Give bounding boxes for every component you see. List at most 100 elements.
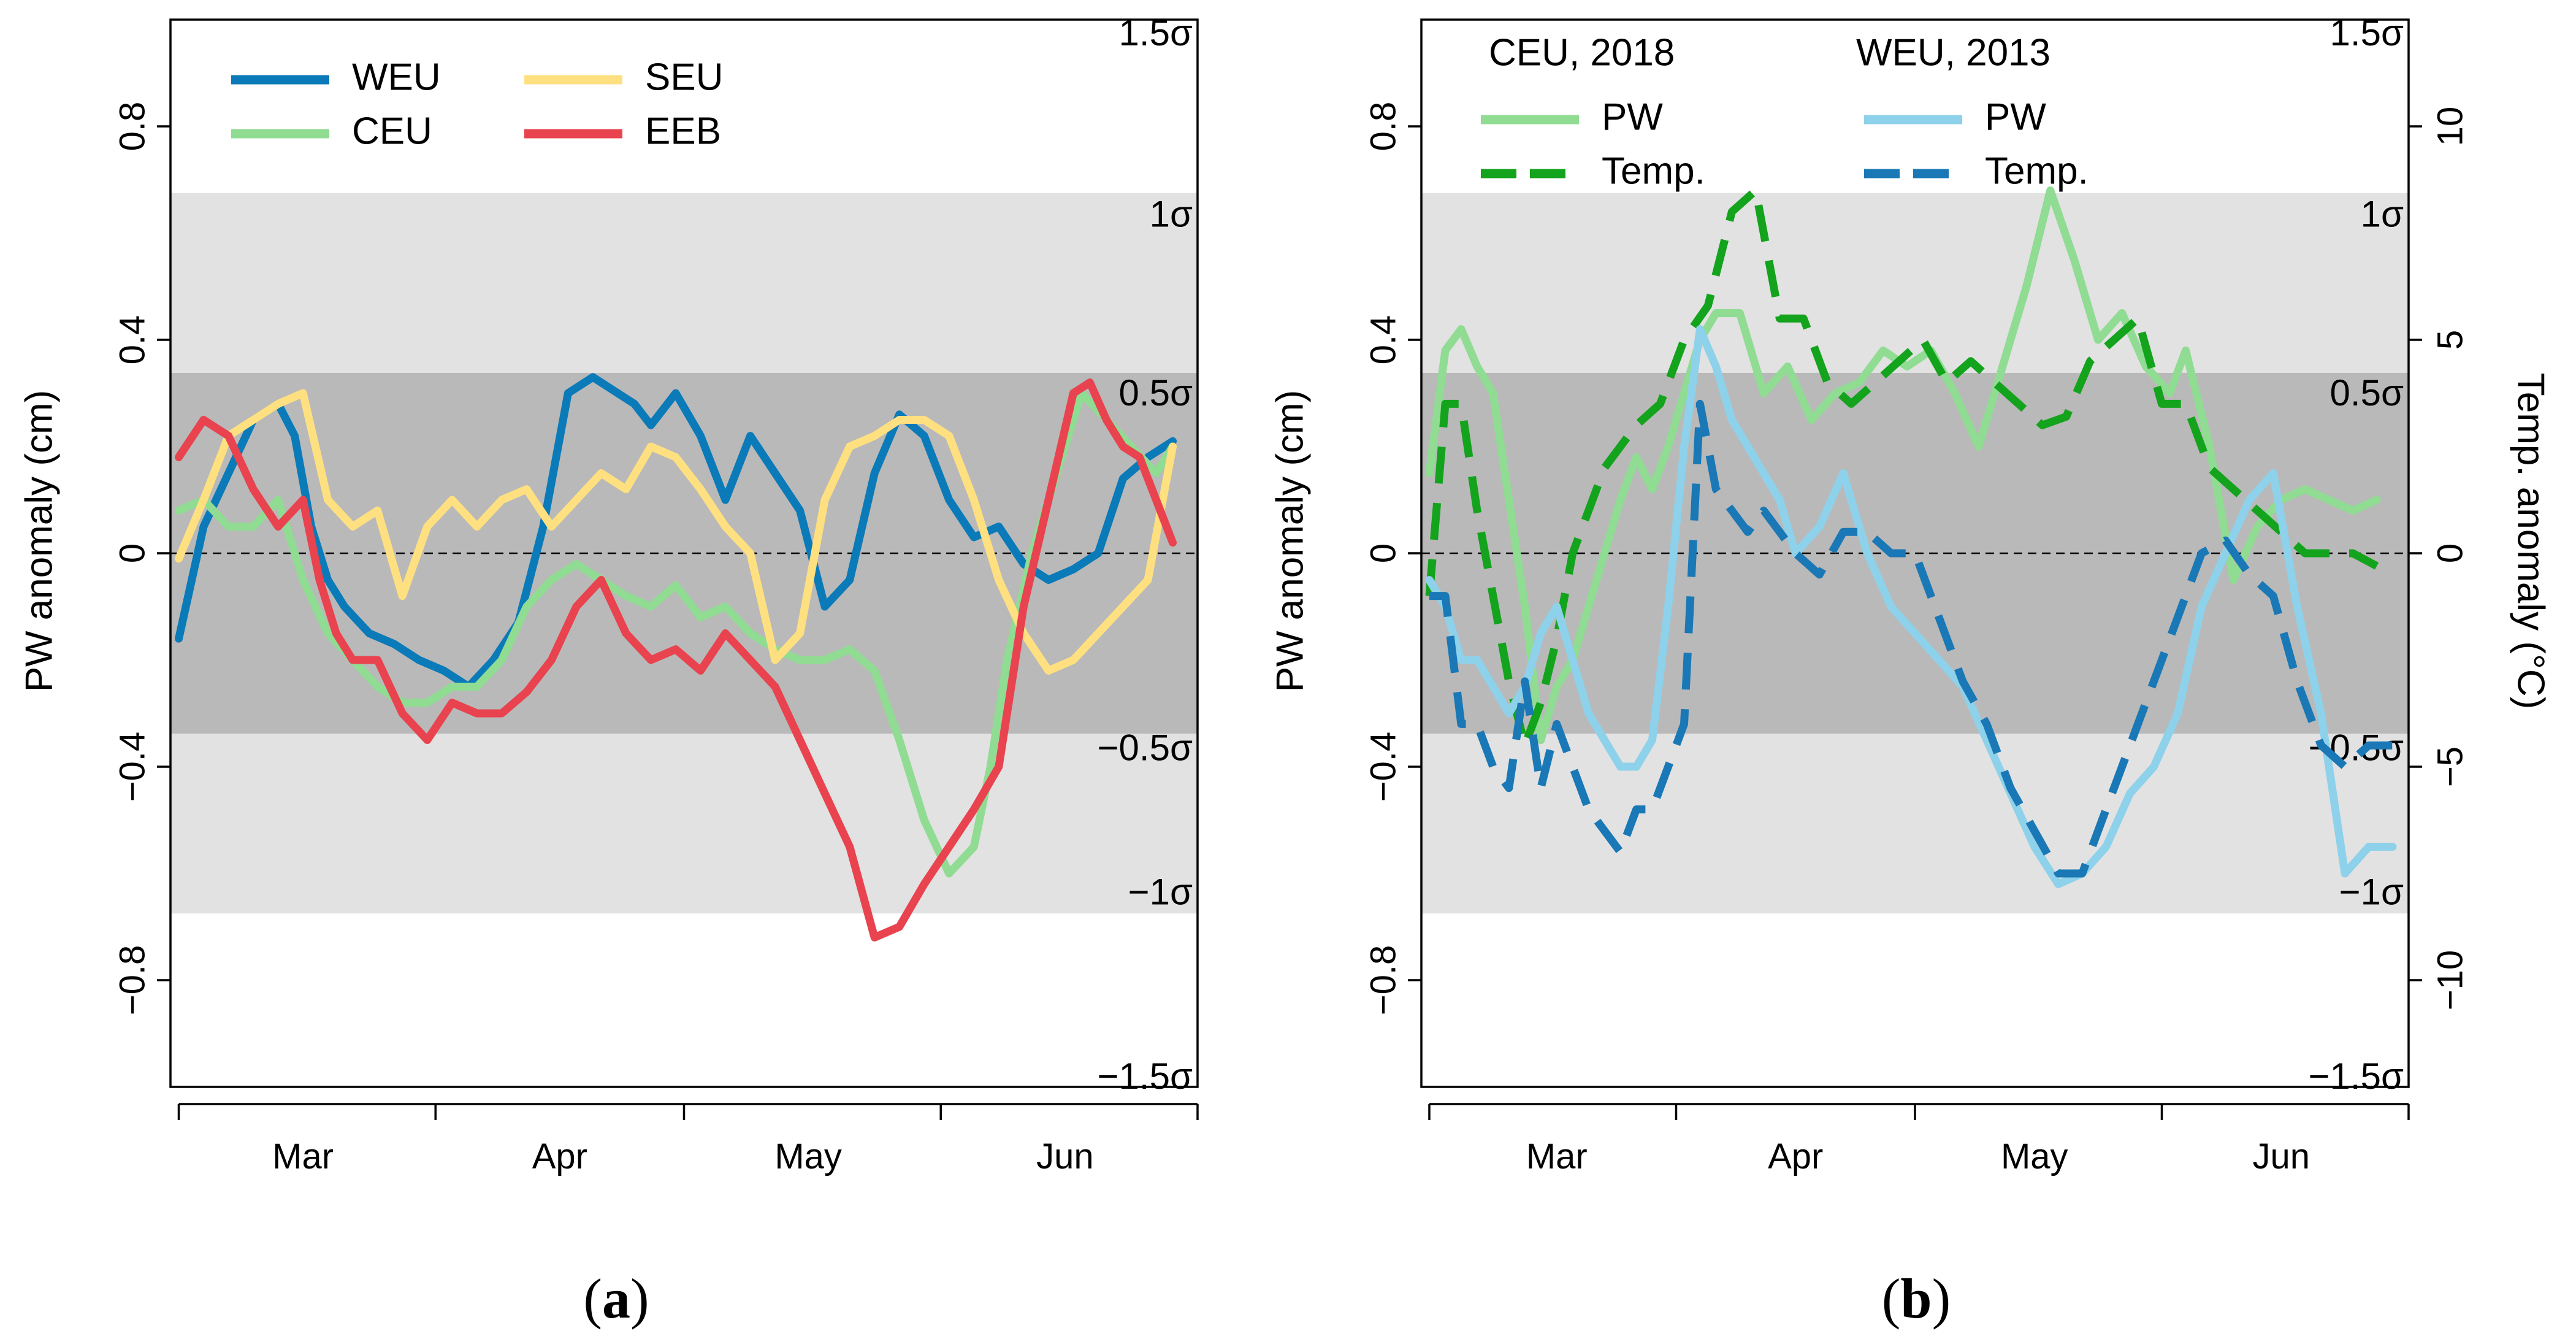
p0-data-point [1072,659,1074,661]
p0-data-point [178,638,180,639]
p0-sigma-label: 1σ [1150,194,1193,235]
p1-data-point [1986,723,1987,724]
p0-data-point [923,883,925,884]
p1-data-point [1994,382,1995,383]
p0-data-point [427,526,428,528]
p1-data-point [1763,473,1764,474]
p1-data-point [1875,382,1876,383]
p1-data-point [1890,606,1892,607]
p0-data-point [973,537,974,538]
p1-data-point [1660,403,1661,404]
p1-data-point [1946,382,1947,383]
p0-data-point [923,420,925,421]
p1-data-point [1540,633,1542,634]
p1-data-point [1938,659,1940,661]
p0-data-point [675,585,676,586]
p1-data-point [1492,393,1494,394]
p0-data-point [1122,478,1123,479]
p1-data-point [1795,553,1796,554]
p1-legend-label: Temp. [1602,150,1705,192]
p1-legend-group-title: WEU, 2013 [1856,31,2050,74]
p1-data-point [1524,745,1526,746]
p1-data-point [1429,473,1430,474]
p1-data-point [1588,809,1589,810]
p0-data-point [874,937,875,938]
p0-data-point [650,446,651,447]
p1-series-weu-2013-pw [1425,325,2397,888]
p1-data-point [1477,366,1478,367]
p0-data-point [874,670,875,671]
p0-data-point [327,580,329,581]
p1-data-point [2328,499,2329,501]
p1-y2-tick-label: −5 [2430,746,2470,787]
p1-sigma-label: −1σ [2339,872,2404,913]
p1-data-point [1683,393,1684,394]
p0-data-point [576,499,577,501]
p1-data-point [2034,830,2035,831]
p0-data-point [725,633,726,634]
p1-data-point [2106,809,2107,810]
p1-data-point [1819,574,1820,575]
p0-data-point [302,393,304,394]
p1-data-point [1445,350,1446,351]
p0-data-point [1048,499,1049,501]
p0-data-point [625,489,627,490]
p1-data-point [2296,606,2298,607]
p0-data-point [253,526,254,528]
p1-data-point [1492,596,1494,597]
p0-data-point [1172,440,1173,442]
p0-sigma-label: 1.5σ [1119,12,1193,53]
p0-data-point [899,926,900,927]
p1-data-point [2328,553,2329,554]
p0-data-point [335,633,337,634]
p1-data-point [1715,366,1716,367]
p0-data-point [576,563,577,564]
p0-y-tick-label: 0.8 [112,102,152,152]
p1-data-point [1779,531,1780,532]
p1-data-point [1938,616,1940,618]
p1-data-point [2177,616,2178,618]
p0-data-point [923,819,925,821]
p0-data-point [650,424,651,426]
p0-data-point [377,659,378,661]
p0-data-point [650,659,651,661]
p0-data-point [418,659,419,661]
p1-data-point [1636,766,1637,767]
p0-data-point [253,489,254,490]
p1-data-point [2066,416,2067,417]
p1-data-point [1699,329,1700,330]
p0-data-point [476,686,478,688]
p0-data-point [949,846,950,848]
p1-series-ceu-2018-temp [1425,186,2379,750]
p0-data-point [800,510,801,511]
p0-data-point [327,633,329,634]
p0-y-tick-label: 0.4 [112,315,152,365]
p0-data-point [203,420,204,421]
p1-data-point [1763,393,1764,394]
p0-data-point [998,526,999,528]
p1-data-point [1652,740,1653,741]
p0-data-point [551,659,552,661]
p1-data-point [2344,766,2345,767]
p1-data-point [2018,403,2019,404]
p0-series-weu [175,373,1177,691]
p0-data-point [774,686,776,688]
p0-data-point [352,526,353,528]
p0-data-point [476,713,478,714]
p0-data-point [700,670,701,671]
p1-data-point [1588,713,1589,714]
p0-y-tick-label: −0.8 [112,945,152,1016]
p1-data-point [1524,681,1526,682]
p1-data-point [1954,393,1955,394]
p0-data-point [625,596,627,597]
p1-data-point [1739,313,1740,314]
p1-data-point [2304,489,2306,490]
p1-data-point [1811,420,1812,421]
p0-data-point [551,580,552,581]
p0-data-point [633,403,635,404]
p1-data-point [1898,361,1900,362]
p1-sigma-label: −1.5σ [2309,1056,2404,1097]
p1-data-point [1461,659,1462,661]
p1-y-tick-label: 0 [1363,543,1403,563]
